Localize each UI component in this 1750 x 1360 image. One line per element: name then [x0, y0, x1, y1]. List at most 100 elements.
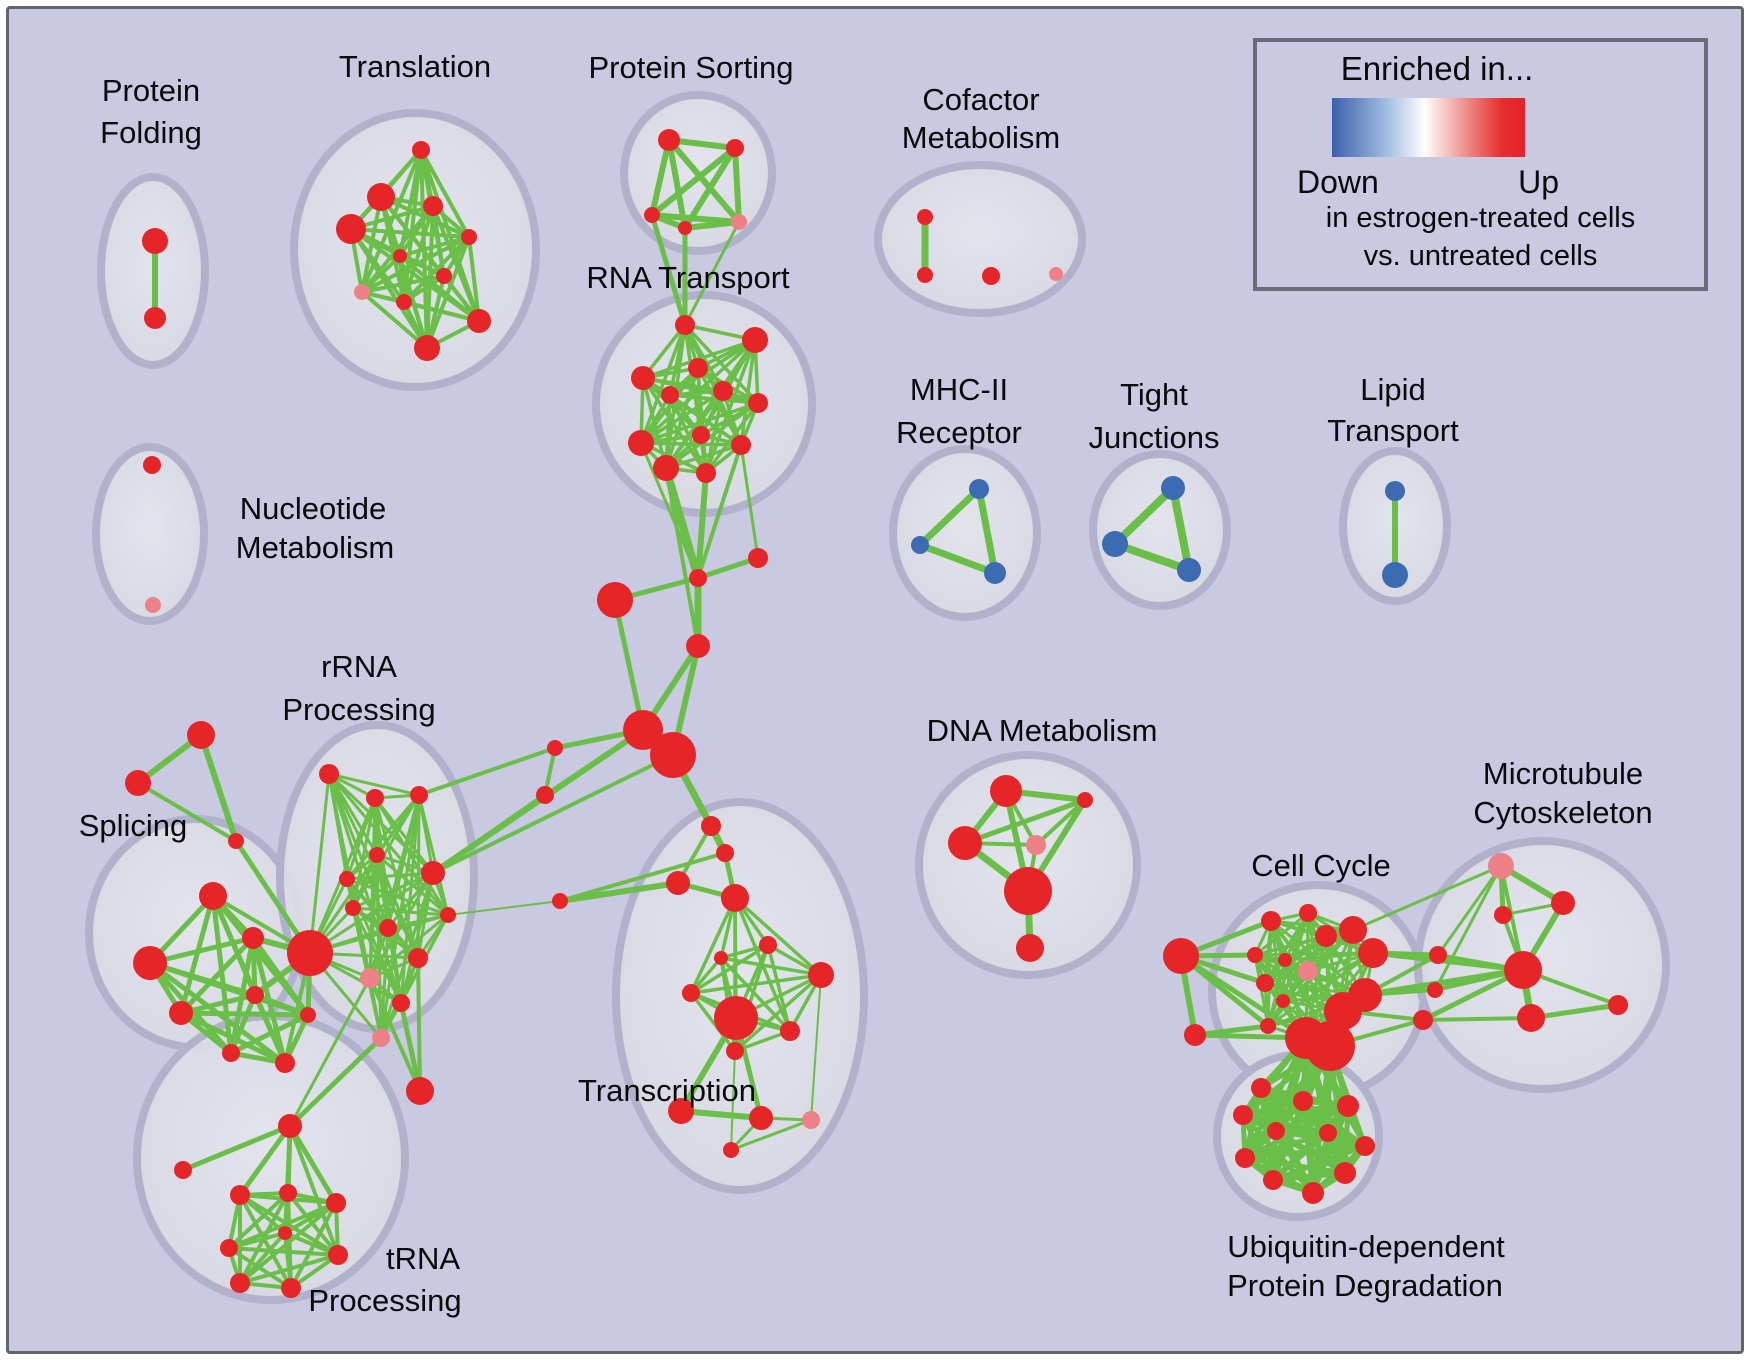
network-nodes [125, 129, 1628, 1298]
network-node-tc2 [716, 844, 734, 862]
network-node-tc10 [780, 1021, 800, 1041]
network-node-r1 [319, 764, 339, 784]
network-node-u5 [1267, 1122, 1285, 1140]
network-edge [360, 204, 435, 294]
network-node-r3 [410, 786, 428, 804]
network-node-k4 [220, 1239, 238, 1257]
network-node-a2 [125, 770, 151, 796]
network-edge [649, 145, 738, 218]
network-node-u6 [1319, 1124, 1337, 1142]
network-edge [733, 896, 823, 977]
network-edge [379, 926, 390, 1040]
network-edge [689, 973, 823, 995]
network-node-r7 [345, 900, 361, 916]
cluster-label-splicing: Splicing [79, 808, 188, 843]
network-edge [379, 913, 450, 1040]
network-node-ml3 [1413, 1010, 1433, 1030]
network-node-x6 [650, 732, 696, 778]
network-edge [1270, 1130, 1331, 1183]
network-edge [373, 796, 450, 917]
network-node-k1 [230, 1185, 250, 1205]
network-node-x3 [597, 582, 633, 618]
network-edge [1263, 928, 1355, 985]
network-edge [1528, 1002, 1621, 1021]
network-edge [1111, 540, 1193, 574]
network-node-mh2 [911, 536, 929, 554]
network-node-d4 [1026, 835, 1046, 855]
network-edge [666, 137, 688, 231]
network-node-nm2 [145, 597, 161, 613]
network-edge [178, 992, 258, 1016]
network-node-rt11 [653, 455, 679, 481]
network-node-t11 [414, 335, 440, 361]
network-edge [916, 541, 999, 577]
network-edge [417, 746, 557, 797]
network-edge [1270, 1170, 1348, 1183]
network-node-tc9 [714, 996, 758, 1040]
network-node-mh [1504, 951, 1542, 989]
network-edge [379, 871, 435, 1040]
network-node-k3 [326, 1193, 346, 1213]
network-node-u9 [1263, 1170, 1283, 1190]
network-node-mh1 [969, 479, 989, 499]
network-node-r2 [366, 789, 384, 807]
network-edge [719, 956, 792, 1033]
network-edge [308, 772, 331, 955]
network-edge [1111, 484, 1177, 548]
network-edge [368, 976, 422, 1093]
network-node-d2 [1077, 792, 1093, 808]
network-node-tc8 [682, 984, 700, 1002]
network-edge [664, 466, 700, 648]
network-node-t9 [396, 294, 412, 310]
network-node-rt3 [631, 366, 655, 390]
network-edge [402, 235, 471, 304]
network-node-tc7 [808, 962, 834, 988]
cluster-label-nucleotide-metabolism: Metabolism [236, 530, 395, 565]
network-edge [916, 485, 983, 549]
network-edge [327, 772, 421, 797]
network-edge [431, 753, 675, 875]
cluster-label-dna-metabolism: DNA Metabolism [927, 713, 1158, 748]
network-edge [375, 853, 383, 1040]
network-node-hub [287, 930, 333, 976]
network-node-c2 [1299, 904, 1317, 922]
legend-axis-labels: Down Up [1297, 164, 1559, 201]
network-node-r12 [372, 1029, 390, 1047]
network-node-tc5 [714, 951, 728, 965]
network-node-m5 [1517, 1004, 1545, 1032]
network-node-c9 [1256, 974, 1274, 992]
network-node-tc3 [666, 871, 690, 895]
network-node-x2 [748, 548, 768, 568]
cluster-label-trna-processing: tRNA [386, 1241, 460, 1276]
network-node-s7 [275, 1053, 295, 1073]
network-node-tc6 [759, 936, 777, 954]
network-node-m6 [1608, 995, 1628, 1015]
network-edge [766, 943, 792, 1033]
network-edge [664, 443, 743, 470]
network-node-u1 [1251, 1078, 1271, 1098]
cluster-labels: Protein Folding Translation Protein Sorting… [79, 49, 1653, 1318]
network-node-cf3 [982, 267, 1000, 285]
network-node-pf2 [144, 307, 166, 329]
network-node-s2 [133, 946, 167, 980]
network-edge [147, 935, 256, 966]
network-node-rt7 [748, 393, 768, 413]
network-edge [287, 1035, 384, 1129]
network-node-c1 [1261, 911, 1281, 931]
network-node-t10 [467, 309, 491, 333]
network-node-r10 [360, 968, 380, 988]
network-node-g2 [1305, 1021, 1355, 1071]
network-edge [227, 1231, 287, 1250]
network-node-u11 [1302, 1182, 1324, 1204]
network-edge [288, 1124, 340, 1257]
cluster-ellipse-dna-metabolism [915, 751, 1141, 979]
network-node-tc14 [802, 1111, 820, 1129]
network-edge [678, 1108, 764, 1121]
network-edge [360, 148, 423, 294]
network-node-ps1 [658, 129, 680, 151]
network-node-r5 [369, 847, 385, 863]
network-node-r8 [379, 919, 397, 937]
network-edge [227, 1201, 338, 1250]
network-node-rt9 [628, 430, 654, 456]
figure-frame: Protein Folding Translation Protein Sorting… [6, 6, 1744, 1354]
